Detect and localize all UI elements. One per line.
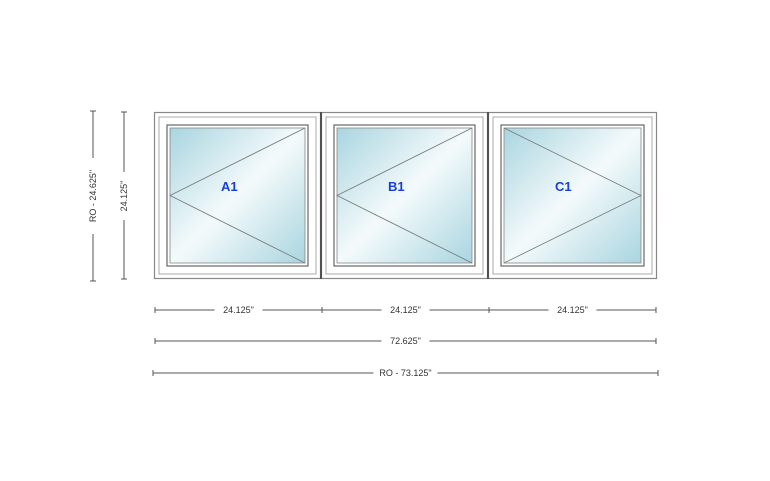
ro-width-dimension-label: RO - 73.125" (379, 368, 431, 378)
unit-label: B1 (388, 179, 405, 194)
unit-width-dimension-c1-label: 24.125" (557, 305, 588, 315)
glass-pane (169, 127, 306, 264)
unit-label: A1 (221, 179, 238, 194)
unit-width-dimension-a1: 24.125" (154, 305, 323, 315)
window-unit-a1[interactable]: A1 (153, 111, 322, 280)
frame-inner-edge (325, 116, 484, 275)
ro-height-dimension (90, 110, 96, 282)
opening-direction-indicator (336, 127, 473, 264)
window-unit-b1[interactable]: B1 (320, 111, 489, 280)
glass-pane (503, 127, 642, 264)
unit-width-dimension-b1-label: 24.125" (390, 305, 421, 315)
glass-pane (336, 127, 473, 264)
overall-width-dimension-label: 72.625" (390, 336, 421, 346)
opening-direction-indicator (169, 127, 306, 264)
ro-height-label: RO - 24.625" (88, 170, 98, 222)
overall-width-dimension: 72.625" (154, 336, 657, 346)
unit-width-dimension-b1: 24.125" (321, 305, 490, 315)
unit-height-dimension (121, 111, 127, 280)
unit-width-dimension-c1: 24.125" (488, 305, 657, 315)
ro-width-dimension: RO - 73.125" (152, 368, 659, 378)
unit-label: C1 (555, 179, 572, 194)
frame-inner-edge (492, 116, 653, 275)
unit-height-label: 24.125" (119, 181, 129, 212)
opening-direction-indicator (503, 127, 642, 264)
unit-width-dimension-a1-label: 24.125" (223, 305, 254, 315)
frame-inner-edge (158, 116, 317, 275)
window-unit-c1[interactable]: C1 (487, 111, 658, 280)
